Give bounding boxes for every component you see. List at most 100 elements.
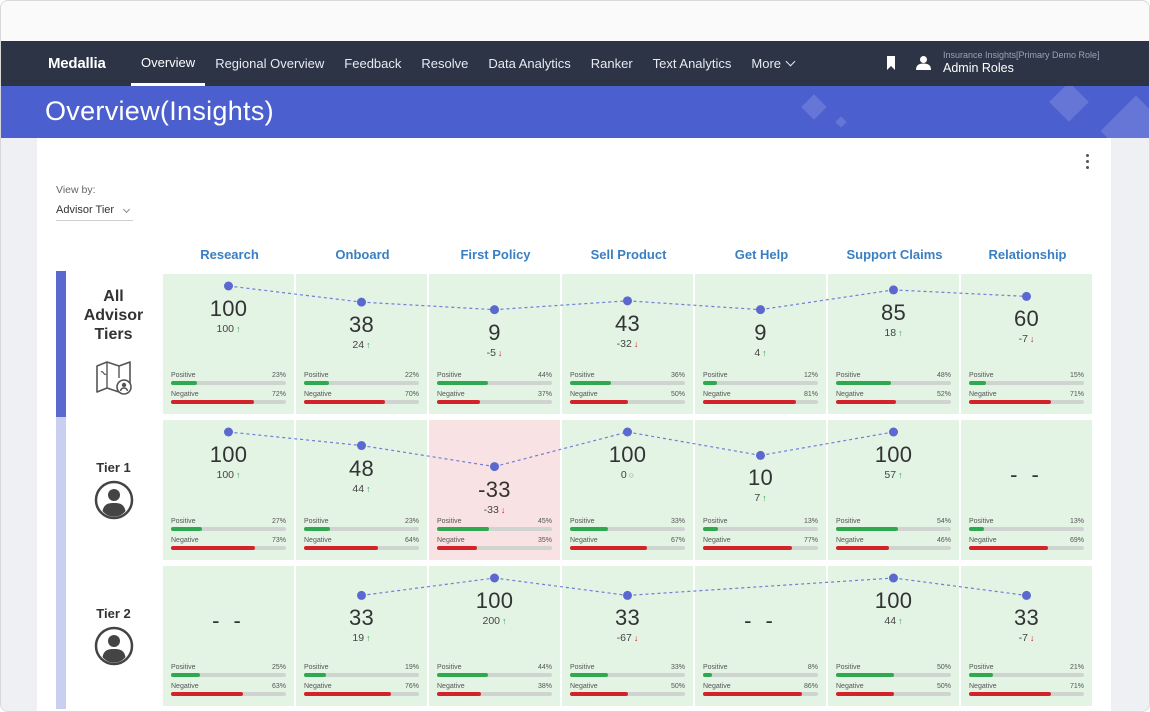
positive-bar-track [437,381,552,385]
positive-label: Positive [969,664,994,671]
nav-tab-feedback[interactable]: Feedback [334,41,411,86]
positive-metric: Positive 44% [437,664,552,682]
positive-metric: Positive 13% [703,518,818,536]
delta-value: 44 [352,482,365,495]
more-options-icon[interactable] [1085,154,1091,172]
delta-value: 100 [216,323,235,335]
nav-tab-regional-overview[interactable]: Regional Overview [205,41,334,86]
positive-metric: Positive 50% [836,664,951,682]
row-indicator [56,563,66,709]
bookmark-icon[interactable] [886,56,896,70]
negative-bar-track [171,400,286,404]
positive-metric: Positive 23% [304,518,419,536]
score-empty: - - [212,608,245,633]
score-cell[interactable]: - - Positive 25% Negative 63% [163,566,294,706]
positive-metric: Positive 12% [703,372,818,390]
negative-metric: Negative 81% [703,391,818,409]
score-cell[interactable]: 85 18 ↑ Positive 48% Negative 52% [828,274,959,414]
role-subtitle[interactable]: Insurance Insights[Primary Demo Role] [943,50,1100,60]
positive-bar-track [836,527,951,531]
row-label-line: Tier 1 [96,460,131,475]
trend-point [623,590,632,600]
score-cell[interactable]: 100 200 ↑ Positive 44% Negative 38% [429,566,560,706]
column-header[interactable]: Support Claims [846,247,943,262]
role-name[interactable]: Admin Roles [943,61,1014,75]
score-cell[interactable]: 9 4 ↑ Positive 12% Negative 81% [695,274,826,414]
score-cell[interactable]: 60 -7 ↓ Positive 15% Negative 71% [961,274,1092,414]
column-header[interactable]: Relationship [988,247,1067,262]
score-delta: 24 ↑ [296,339,427,351]
row-label-line: Tiers [94,326,133,343]
negative-bar-fill [836,546,889,550]
nav-tab-overview[interactable]: Overview [131,41,206,86]
positive-label: Positive [836,372,861,379]
negative-label: Negative [437,391,465,398]
view-by-value: Advisor Tier [56,204,115,216]
negative-percent: 77% [803,537,818,544]
score-cell[interactable]: - - Positive 13% Negative 69% [961,420,1092,560]
nav-tab-resolve[interactable]: Resolve [411,41,478,86]
row-label: All Advisor Tiers [76,287,151,344]
score-cell[interactable]: 100 57 ↑ Positive 54% Negative 46% [828,420,959,560]
nav-tab-label: Overview [141,55,196,70]
negative-percent: 46% [936,537,951,544]
column-header[interactable]: Sell Product [590,247,667,262]
positive-bar-fill [171,527,203,531]
positive-metric: Positive 27% [171,518,286,536]
positive-bar-track [703,381,818,385]
nav-tab-more[interactable]: More [741,41,804,86]
score-delta: -7 ↓ [961,632,1092,644]
negative-bar-fill [570,692,628,696]
delta-value: 57 [884,469,897,481]
positive-label: Positive [570,664,595,671]
positive-metric: Positive 25% [171,664,286,682]
positive-bar-fill [969,381,987,385]
delta-value: 100 [216,469,235,481]
column-header[interactable]: First Policy [460,247,531,262]
negative-bar-track [304,546,419,550]
score-cell[interactable]: 100 0 ○ Positive 33% Negative 67% [562,420,693,560]
negative-metric: Negative 38% [437,683,552,701]
delta-value: -7 [1018,333,1028,346]
negative-label: Negative [570,537,598,544]
nav-tab-data-analytics[interactable]: Data Analytics [478,41,580,86]
score-value: 100 [209,442,248,467]
positive-bar-track [304,381,419,385]
trend-segment [627,300,761,311]
positive-bar-fill [836,527,899,531]
positive-label: Positive [836,518,861,525]
score-cell[interactable]: 100 44 ↑ Positive 50% Negative 50% [828,566,959,706]
score-cell[interactable]: -33 -33 ↓ Positive 45% Negative 35% [429,420,560,560]
score-cell[interactable]: - - Positive 8% Negative 86% [695,566,826,706]
score-cell[interactable]: 100 100 ↑ Positive 23% Negative 72% [163,274,294,414]
score-value: 85 [880,299,907,325]
nav-tab-text-analytics[interactable]: Text Analytics [643,41,742,86]
positive-metric: Positive 33% [570,664,685,682]
negative-percent: 52% [936,391,951,398]
score-cell[interactable]: 10 7 ↑ Positive 13% Negative 77% [695,420,826,560]
trend-point [623,427,632,437]
medallia-logo[interactable]: Medallia [48,55,106,72]
trend-point [224,427,233,437]
negative-bar-fill [437,692,481,696]
score-cell[interactable]: 100 100 ↑ Positive 27% Negative 73% [163,420,294,560]
negative-label: Negative [703,391,731,398]
column-header[interactable]: Research [200,247,259,262]
score-cell[interactable]: 9 -5 ↓ Positive 44% Negative 37% [429,274,560,414]
user-icon[interactable] [916,55,931,70]
positive-bar-fill [304,527,331,531]
negative-label: Negative [703,683,731,690]
window-top-strip [1,1,1149,41]
positive-label: Positive [304,664,329,671]
view-by-select[interactable]: Advisor Tier [56,202,133,221]
positive-bar-fill [171,381,198,385]
score-value: 10 [747,465,774,491]
score-value: 33 [348,605,375,631]
score-delta: 100 ↑ [163,469,294,481]
nav-tab-label: Text Analytics [652,56,732,71]
trend-segment [627,577,894,597]
column-header[interactable]: Onboard [335,247,390,262]
column-header[interactable]: Get Help [734,247,789,262]
nav-tab-ranker[interactable]: Ranker [581,41,643,86]
